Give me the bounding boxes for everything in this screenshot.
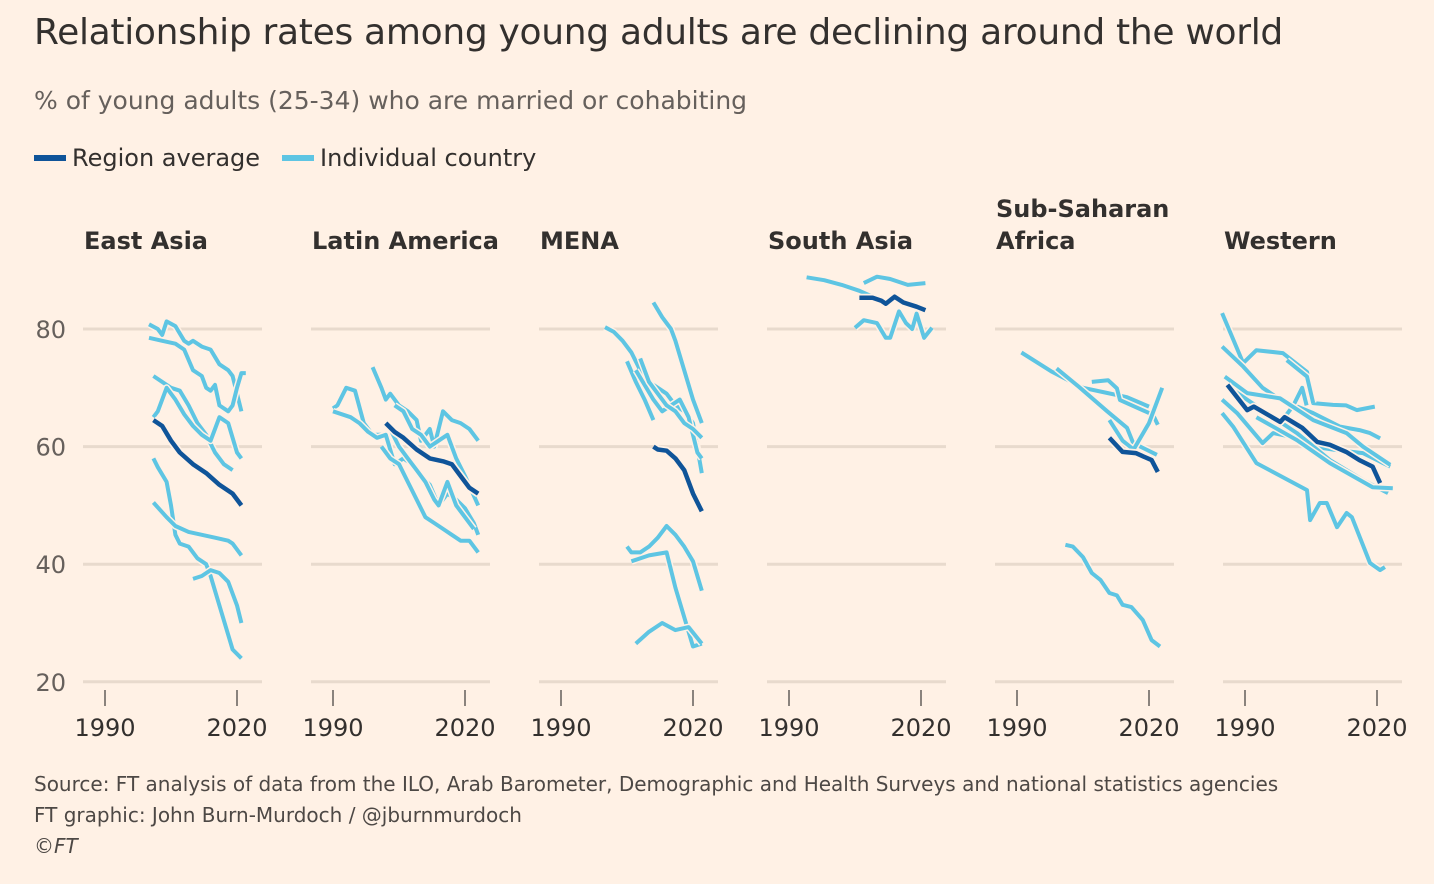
legend-swatch-individual-country [282, 155, 315, 161]
graphic-credit: FT graphic: John Burn-Murdoch / @jburnmu… [34, 803, 522, 827]
panel-title: Western [1224, 227, 1337, 255]
region-average-line [1107, 436, 1160, 473]
panel-mena: MENA 1990 2020 [530, 227, 723, 742]
country-line [651, 301, 704, 424]
panel-title: Latin America [312, 227, 499, 255]
x-tick-label: 1990 [74, 714, 135, 742]
x-tick-label: 2020 [1118, 714, 1179, 742]
region-average-line [859, 294, 927, 313]
panel-title: Sub-Saharan [996, 195, 1169, 223]
panel-western: Western 1990 2020 [1214, 227, 1407, 742]
region-average-line [652, 444, 704, 513]
country-line [1020, 350, 1150, 409]
country-line [862, 274, 926, 287]
x-tick-label: 2020 [434, 714, 495, 742]
legend-label: Region average [72, 144, 261, 172]
x-tick-label: 2020 [206, 714, 267, 742]
country-line [853, 309, 934, 340]
y-tick-label: 60 [35, 434, 66, 462]
country-line-halo [150, 500, 245, 558]
x-tick-label: 1990 [1214, 714, 1275, 742]
x-tick-label: 2020 [1346, 714, 1407, 742]
y-tick-label: 20 [35, 669, 66, 697]
country-line [151, 501, 244, 557]
country-line [393, 403, 481, 507]
country-line [638, 357, 704, 440]
x-tick-label: 1990 [302, 714, 363, 742]
country-line [1220, 411, 1386, 573]
panel-title: South Asia [768, 227, 913, 255]
source-note: Source: FT analysis of data from the ILO… [34, 772, 1279, 796]
region-average-line [1225, 383, 1383, 485]
x-tick-label: 1990 [986, 714, 1047, 742]
country-line [630, 550, 703, 649]
legend-label: Individual country [320, 144, 537, 172]
panel-south-asia: South Asia 1990 2020 [758, 227, 951, 742]
country-line [148, 335, 246, 414]
country-line [192, 568, 244, 624]
footer: Source: FT analysis of data from the ILO… [34, 769, 1278, 862]
country-line [388, 428, 476, 531]
country-line [151, 457, 243, 660]
panel-title: Africa [996, 227, 1076, 255]
x-tick-label: 2020 [662, 714, 723, 742]
legend: Region average Individual country [34, 144, 558, 172]
country-line [1064, 542, 1162, 649]
x-tick-label: 2020 [890, 714, 951, 742]
region-average-line [384, 421, 480, 496]
country-line [625, 524, 704, 592]
country-line [379, 445, 480, 554]
y-tick-label: 80 [35, 316, 66, 344]
legend-swatch-region-average [34, 155, 66, 161]
country-line [1285, 358, 1316, 404]
y-tick-label: 40 [35, 551, 66, 579]
legend-item-region-average: Region average [34, 144, 260, 172]
panel-sub-saharan-africa: Sub-Saharan Africa 1990 2020 [986, 195, 1179, 742]
chart-title: Relationship rates among young adults ar… [34, 12, 1283, 53]
country-line [152, 374, 234, 472]
chart-subtitle: % of young adults (25-34) who are marrie… [34, 86, 748, 115]
country-line [1220, 345, 1382, 441]
country-line [151, 385, 244, 460]
copyright: ©FT [34, 834, 78, 858]
region-average-line [152, 418, 244, 507]
panel-title: MENA [540, 227, 619, 255]
panel-title: East Asia [84, 227, 208, 255]
x-tick-label: 1990 [758, 714, 819, 742]
country-line [634, 621, 704, 646]
country-line [148, 319, 244, 412]
country-line [1223, 374, 1392, 467]
country-line [370, 366, 480, 449]
panel-latin-america: Latin America 1990 2020 [302, 227, 499, 742]
legend-item-individual-country: Individual country [282, 144, 536, 172]
country-line [625, 360, 656, 421]
country-line [1255, 415, 1393, 491]
x-tick-label: 1990 [530, 714, 591, 742]
panel-east-asia: East Asia 1990 2020 [74, 227, 267, 742]
